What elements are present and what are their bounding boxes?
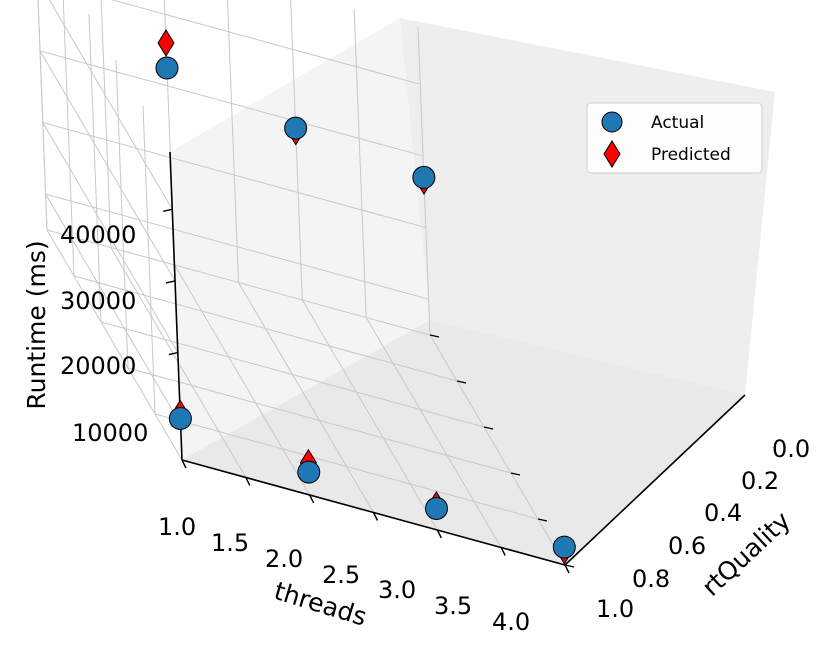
grid-line <box>62 0 458 382</box>
grid-line <box>88 13 485 428</box>
y-tick-label: 1.0 <box>596 595 634 623</box>
x-tick-label: 3.0 <box>378 576 416 604</box>
z-tick-mark <box>165 280 176 284</box>
x-tick-label: 1.5 <box>211 529 249 557</box>
y-tick-mark <box>483 426 494 430</box>
x-tick-mark <box>436 529 442 539</box>
y-tick-label: 0.8 <box>632 565 670 593</box>
grid-line <box>44 193 429 425</box>
actual-point <box>284 116 308 140</box>
actual-point <box>297 460 321 484</box>
x-tick-mark <box>372 512 379 521</box>
actual-point <box>552 535 576 559</box>
x-tick-mark <box>181 459 187 469</box>
z-axis-title: Runtime (ms) <box>22 240 51 409</box>
y-axis-line <box>564 394 746 566</box>
y-tick-mark <box>537 518 548 522</box>
y-tick-label: 0.4 <box>704 499 742 527</box>
x-tick-mark <box>245 477 251 486</box>
y-tick-mark <box>429 334 440 338</box>
y-tick-mark <box>456 380 467 384</box>
actual-point <box>155 56 179 80</box>
x-tick-mark <box>500 547 506 556</box>
x-tick-label: 3.5 <box>434 592 472 620</box>
x-tick-label: 2.5 <box>322 561 360 589</box>
grid-line <box>142 105 539 520</box>
legend-label-actual: Actual <box>651 113 704 133</box>
legend: Actual Predicted <box>586 102 763 174</box>
z-tick-mark <box>168 351 178 356</box>
z-tick-label: 30000 <box>60 287 136 315</box>
legend-box <box>586 102 763 174</box>
z-tick-label: 20000 <box>60 352 136 380</box>
legend-label-predicted: Predicted <box>651 145 731 165</box>
y-tick-mark <box>510 472 521 476</box>
actual-point <box>412 165 436 189</box>
z-tick-mark <box>163 208 173 212</box>
actual-point <box>168 406 192 430</box>
grid-line <box>37 0 431 336</box>
x-tick-label: 4.0 <box>492 608 530 636</box>
actual-point <box>424 497 448 521</box>
x-tick-mark <box>309 494 315 504</box>
legend-marker-predicted <box>603 140 621 168</box>
predicted-point <box>157 28 175 57</box>
y-tick-label: 0.6 <box>668 532 706 560</box>
floor-pane <box>182 320 745 565</box>
legend-marker-actual <box>601 111 623 133</box>
grid-line <box>48 0 421 210</box>
grid-line <box>115 59 512 474</box>
y-tick-label: 0.0 <box>772 435 810 463</box>
z-tick-label: 10000 <box>72 419 148 447</box>
y-tick-label: 0.2 <box>741 467 779 495</box>
x-tick-mark <box>564 564 570 574</box>
data-points <box>155 28 576 565</box>
z-tick-label: 40000 <box>60 221 136 249</box>
x-tick-label: 2.0 <box>265 545 303 573</box>
grid-line <box>41 121 426 353</box>
y-tick-mark <box>564 564 575 568</box>
x-tick-label: 1.0 <box>158 513 196 541</box>
